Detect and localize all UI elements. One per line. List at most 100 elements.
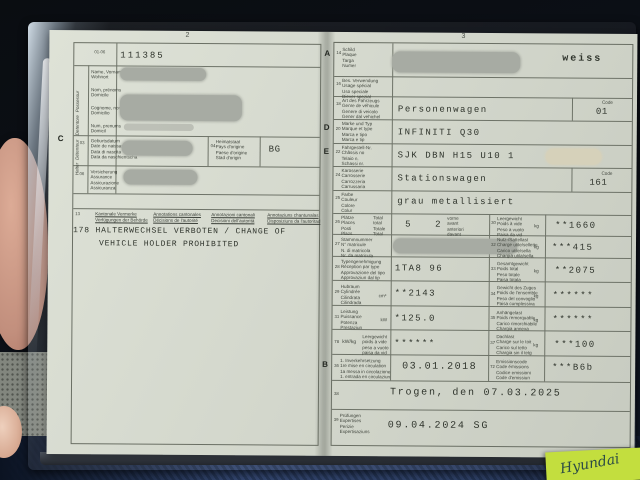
holder-name-labels-rm: Num, prenums Domicil xyxy=(90,123,121,134)
seats-front-labels: vorne avant anteriori davant xyxy=(447,215,464,238)
plate-color-value: weiss xyxy=(562,53,603,65)
redacted-birthdate xyxy=(121,140,193,156)
train-weight-unit: kg xyxy=(533,293,539,299)
redacted-chassis-tail xyxy=(545,148,602,165)
roof-load-field-number: 37 xyxy=(490,340,496,346)
right-page-table: A 14 Schild Plaque Targa Numer weiss 16 Be… xyxy=(322,41,634,449)
left-page-number: 2 xyxy=(185,31,190,39)
body-labels: Karosserie Carrosserie Carrozzeria Carruss… xyxy=(341,167,366,190)
registration-document: 2 C 01-06 111385 HalterDétenteur Detento… xyxy=(46,29,638,459)
payload-labels: Nutz-/Sattellast Charge utile/sellette Ca… xyxy=(496,237,538,259)
stock-number-labels: Stammnummer N° matricule N. di matricola N… xyxy=(340,236,374,259)
emission-code-value: ***B6b xyxy=(552,362,594,373)
seats-total-value: 5 xyxy=(405,219,412,230)
issue-place-date: Trogen, den 07.03.2025 xyxy=(389,387,562,400)
inspections-field-number: 39 xyxy=(333,416,339,422)
vehicle-kind-labels: Art des Fahrzeugs Genre de véhicule Gener… xyxy=(341,97,381,120)
sticky-note: Hyundai xyxy=(545,447,640,480)
unladen-weight-labels: Leergewicht Poids à vide Peso a vuoto Pais… xyxy=(497,216,524,238)
chassis-field-number: 22 xyxy=(335,148,341,154)
total-weight-unit: kg xyxy=(533,268,539,274)
vehicle-kind-value: Personenwagen xyxy=(397,104,488,116)
power-per-weight-value: ****** xyxy=(394,338,436,349)
seats-total-labels: Total total Totale Total xyxy=(373,215,386,237)
displacement-field-number: 29 xyxy=(334,288,340,294)
remarks-header-rm: Annotaziuns chantunalas Disposiziuns da l… xyxy=(267,212,321,224)
displacement-labels: Hubraum Cylindrée Cilindrata Cilindrada xyxy=(340,283,362,306)
body-field-number: 24 xyxy=(335,171,341,177)
train-weight-field-number: 34 xyxy=(490,291,496,297)
total-weight-labels: Gesamtgewicht Poids total Peso totale Pais… xyxy=(496,261,529,283)
remarks-header-it: Annotazioni cantonali Decisioni dell'auto… xyxy=(211,212,255,224)
power-field-number: 31 xyxy=(334,313,340,319)
body-code: 161 xyxy=(589,177,608,188)
trailer-load-value: ****** xyxy=(552,314,594,325)
color-labels: Farbe Couleur Colore Colur xyxy=(341,191,358,214)
special-use-field-number: 16 xyxy=(336,80,341,86)
displacement-unit: cm³ xyxy=(378,293,387,299)
type-approval-value: 1TA8 96 xyxy=(394,263,444,274)
emission-code-field-number: 72 xyxy=(490,364,495,370)
remark-holder-change-line1: 178 HALTERWECHSEL VERBOTEN / CHANGE OF xyxy=(73,226,286,237)
seats-front-value: 2 xyxy=(435,219,442,230)
inspections-labels: Prüfungen Expertises Perizie Expertisaziun… xyxy=(339,412,370,435)
insurance-labels: Versicherung Assurance Assicurazione Assic… xyxy=(90,169,120,191)
unladen-weight-value: **1660 xyxy=(555,220,597,231)
vehicle-kind-code-label: Code xyxy=(601,99,613,105)
chassis-labels: Fahrgestell-Nr. Châssis no Telaio n. Schas… xyxy=(341,144,372,167)
payload-unit: kg xyxy=(533,244,539,250)
right-page-number: 3 xyxy=(461,32,466,40)
emission-code-labels: Emissionscode Code émissions Codice emiss… xyxy=(496,359,531,381)
remarks-field-number: 13 xyxy=(75,211,81,217)
vehicle-kind-field-number: 18 xyxy=(335,100,341,106)
inspections-value: 09.04.2024 SG xyxy=(387,420,490,433)
power-per-weight-unit: kW/kg xyxy=(342,339,357,346)
insurance-field-number: 06 xyxy=(79,171,85,177)
plate-field-number: 14 xyxy=(336,49,342,55)
vehicle-kind-code: 01 xyxy=(595,106,608,117)
first-registration-labels: 1. Inverkehrsetzung 1re mise en circulati… xyxy=(340,357,391,380)
total-weight-field-number: 33 xyxy=(490,266,496,272)
train-weight-value: ****** xyxy=(552,290,595,301)
holder-name-labels-fr: Nom, prénoms Domicile xyxy=(91,87,122,98)
displacement-value: **2143 xyxy=(394,288,437,299)
body-value: Stationswagen xyxy=(397,173,488,185)
power-labels: Leistung Puissance Potenza Prestaziun xyxy=(340,308,363,331)
body-code-label: Code xyxy=(601,170,613,176)
origin-country-value: BG xyxy=(268,144,281,155)
redacted-holder-address xyxy=(119,94,243,122)
power-unit: kW xyxy=(380,317,388,323)
roof-load-unit: kg xyxy=(533,342,539,348)
unladen-weight-unit: kg xyxy=(534,223,540,229)
redacted-plate-number xyxy=(392,51,521,74)
color-value: grau metallisiert xyxy=(397,196,515,208)
field-range-ref: 01-06 xyxy=(94,49,106,55)
unladen-weight-field-number: 30 xyxy=(491,220,496,226)
roof-load-labels: Dachlast Charge sur le toit Carico sul te… xyxy=(496,334,532,356)
redacted-insurance xyxy=(123,169,198,185)
power-per-weight-labels: Leergewicht poids à vide peso a vuoto pais… xyxy=(362,334,389,356)
seats-field-number: 26 xyxy=(335,218,340,224)
remarks-header-fr: Annotations cantonales Décisions de l'aut… xyxy=(153,211,201,223)
plate-labels: Schild Plaque Targa Numer xyxy=(342,46,357,69)
first-registration-value: 03.01.2018 xyxy=(402,361,478,373)
make-labels: Marke und Typ Marque et type Marca e tipo… xyxy=(341,120,373,143)
color-field-number: 25 xyxy=(335,194,341,200)
first-registration-field-number: 36 xyxy=(334,362,339,368)
make-value: INFINITI Q30 xyxy=(397,127,481,138)
power-value: *125.0 xyxy=(394,313,436,324)
blurred-address-line xyxy=(123,123,194,131)
remarks-header-de: Kantonale Vermerke Verfügungen der Behörd… xyxy=(95,211,148,223)
remark-holder-change-line2: VEHICLE HOLDER PROHIBITED xyxy=(98,239,240,250)
total-weight-value: **2075 xyxy=(554,265,597,276)
marker-b: B xyxy=(322,359,328,369)
document-serial-number: 111385 xyxy=(120,50,165,61)
sticky-note-text: Hyundai xyxy=(558,451,621,478)
origin-country-labels: Heimatstaat Pays d'origine Paese d'origin… xyxy=(215,139,248,161)
type-approval-field-number: 28 xyxy=(334,263,340,269)
marker-d: D xyxy=(323,122,330,132)
thumbnail xyxy=(0,406,22,458)
payload-value: ***415 xyxy=(551,242,594,253)
stock-number-field-number: 27 xyxy=(334,240,340,246)
